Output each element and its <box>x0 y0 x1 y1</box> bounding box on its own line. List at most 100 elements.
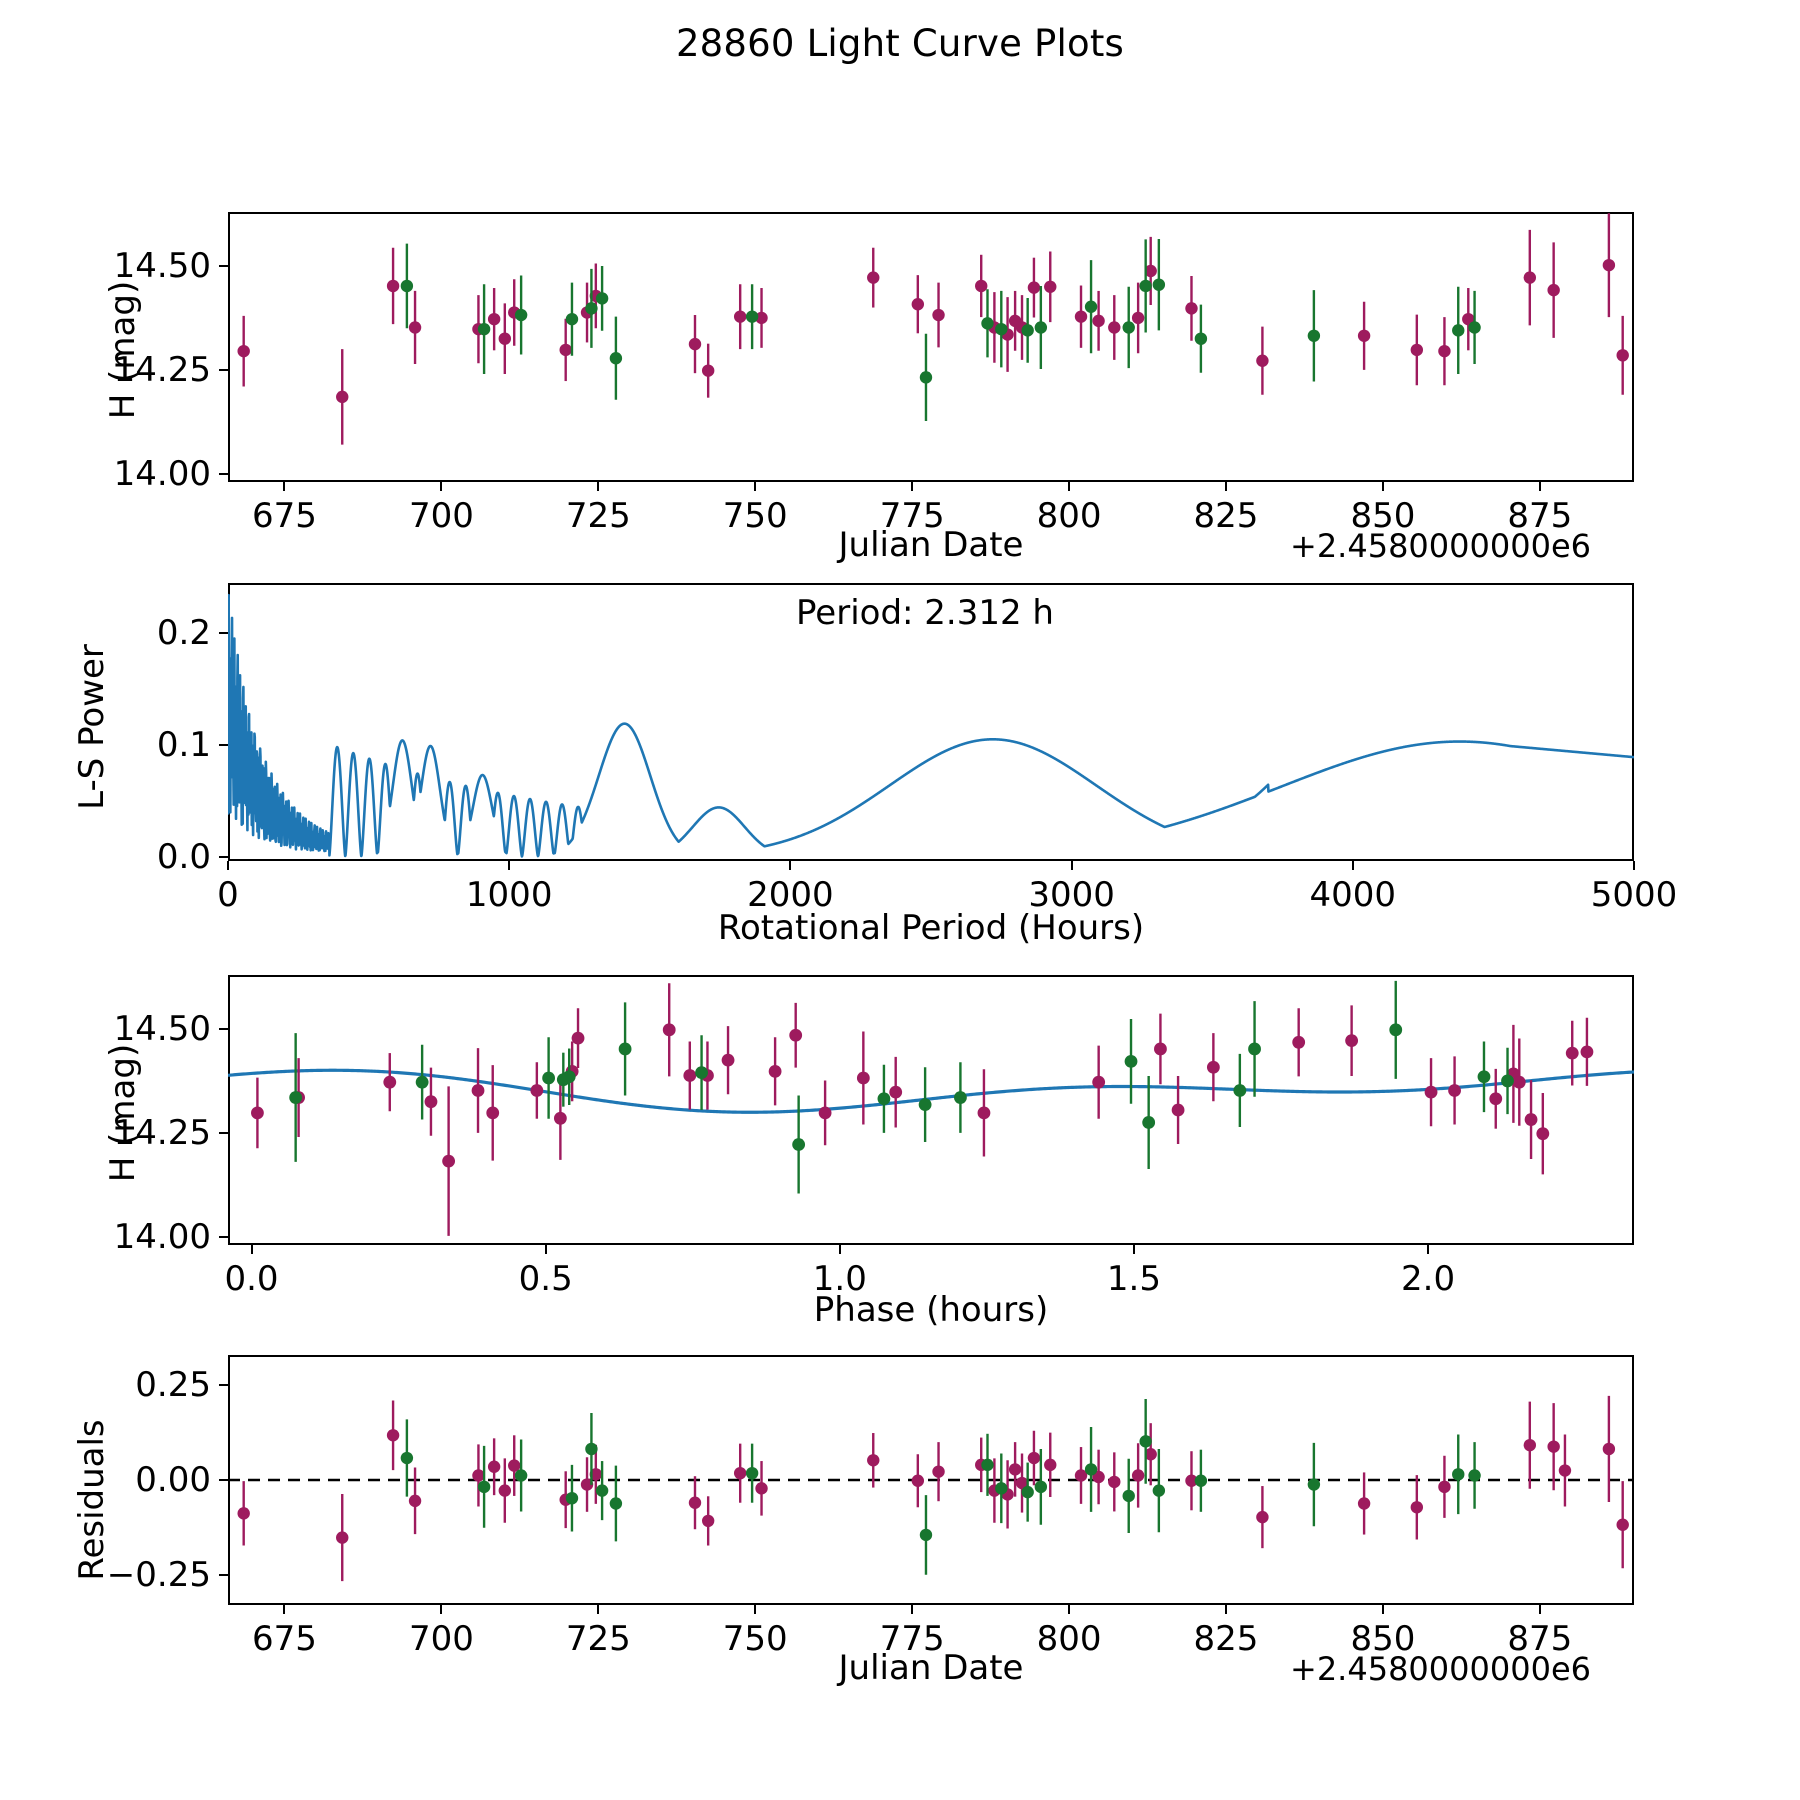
x-tick-label: 800 <box>1036 1619 1102 1659</box>
y-tick-mark <box>219 855 228 858</box>
x-tick-label: 2.0 <box>1401 1259 1456 1299</box>
y-tick-label: 0.2 <box>156 613 211 654</box>
y-tick-mark <box>219 368 228 371</box>
axis-label-y-light-curve: H (mag) <box>103 280 143 420</box>
x-tick-label: 875 <box>1507 1619 1573 1659</box>
x-tick-mark <box>1538 482 1541 491</box>
y-tick-mark <box>219 1235 228 1238</box>
x-tick-label: 725 <box>565 496 631 536</box>
axis-label-x-light-curve: Julian Date <box>838 525 1024 565</box>
periodogram-plot-area <box>228 593 1634 858</box>
y-tick-mark <box>219 743 228 746</box>
series-series_a <box>237 213 1629 445</box>
phase-model-curve <box>228 1068 1634 1114</box>
y-tick-mark <box>219 1479 228 1481</box>
y-tick-label: 14.50 <box>113 246 211 286</box>
x-tick-mark <box>508 861 511 870</box>
panel-residuals <box>228 1355 1634 1605</box>
x-tick-mark <box>597 1605 600 1614</box>
page-title: 28860 Light Curve Plots <box>675 22 1125 65</box>
series-series_a <box>237 1395 1629 1582</box>
x-tick-label: 1.0 <box>812 1259 867 1299</box>
axis-label-y-phase-folded: H (mag) <box>103 1043 143 1183</box>
residuals-plot-area <box>228 1395 1634 1582</box>
x-tick-mark <box>1225 482 1227 491</box>
y-tick-label: 0.1 <box>156 724 211 765</box>
x-tick-mark <box>754 482 757 491</box>
series-series_b <box>400 239 1481 421</box>
axis-label-x-residuals: Julian Date <box>838 1648 1024 1688</box>
period-annotation: Period: 2.312 h <box>796 593 1054 633</box>
x-tick-mark <box>911 1605 914 1614</box>
x-tick-mark <box>283 1605 286 1614</box>
x-tick-label: 0.0 <box>224 1259 279 1299</box>
x-tick-label: 5000 <box>1590 875 1678 915</box>
light-curve-plot-area <box>237 213 1629 445</box>
y-tick-mark <box>219 1384 228 1387</box>
axes-frame-phase-folded <box>228 975 1634 1245</box>
y-tick-label: 0.0 <box>156 836 211 877</box>
y-tick-label: 14.00 <box>113 1216 211 1257</box>
y-tick-label: 14.25 <box>113 349 211 390</box>
periodogram-line <box>228 593 1634 858</box>
x-tick-mark <box>440 482 443 491</box>
axis-offset-residuals: +2.4580000000e6 <box>1290 1650 1591 1688</box>
y-tick-mark <box>219 265 228 267</box>
x-tick-label: 0.5 <box>518 1259 573 1299</box>
y-tick-label: −0.25 <box>106 1554 211 1595</box>
x-tick-mark <box>1068 1605 1071 1614</box>
x-tick-mark <box>283 482 286 491</box>
axes-frame-light-curve <box>228 212 1634 482</box>
x-tick-label: 825 <box>1193 496 1259 536</box>
x-tick-mark <box>1070 861 1073 870</box>
y-tick-mark <box>219 1131 228 1134</box>
x-tick-mark <box>1225 1605 1227 1614</box>
x-tick-label: 700 <box>408 496 474 536</box>
x-tick-label: 700 <box>408 1619 474 1659</box>
x-tick-label: 4000 <box>1309 875 1397 915</box>
panel-light-curve <box>228 212 1634 482</box>
axis-label-y-periodogram: L-S Power <box>72 644 112 810</box>
x-tick-label: 875 <box>1507 496 1573 536</box>
panel-periodogram <box>228 583 1634 861</box>
panel-phase-folded <box>228 975 1634 1245</box>
x-tick-label: 850 <box>1350 496 1416 536</box>
x-tick-label: 750 <box>722 1619 788 1659</box>
x-tick-label: 675 <box>252 1619 317 1659</box>
y-tick-label: 14.25 <box>113 1112 211 1153</box>
x-tick-mark <box>227 861 229 870</box>
x-tick-label: 1000 <box>465 875 553 915</box>
x-tick-mark <box>1068 482 1071 491</box>
x-tick-mark <box>1381 482 1384 491</box>
y-tick-mark <box>219 1028 228 1030</box>
y-tick-label: 14.50 <box>113 1009 211 1049</box>
x-tick-label: 775 <box>879 1619 945 1659</box>
x-tick-label: 775 <box>879 496 945 536</box>
x-tick-mark <box>789 861 792 870</box>
x-tick-mark <box>544 1245 547 1254</box>
y-tick-mark <box>219 472 228 475</box>
y-tick-mark <box>219 632 228 635</box>
x-tick-mark <box>250 1245 253 1254</box>
x-tick-mark <box>597 482 600 491</box>
x-tick-label: 1.5 <box>1106 1259 1161 1299</box>
x-tick-mark <box>1427 1245 1430 1254</box>
x-tick-label: 800 <box>1036 496 1102 536</box>
x-tick-mark <box>440 1605 443 1614</box>
x-tick-label: 2000 <box>747 875 834 915</box>
x-tick-mark <box>1351 861 1354 870</box>
x-tick-mark <box>1381 1605 1384 1614</box>
y-tick-label: 0.25 <box>135 1365 211 1406</box>
y-tick-label: 14.00 <box>113 453 211 494</box>
axis-offset-light-curve: +2.4580000000e6 <box>1290 527 1591 565</box>
x-tick-label: 3000 <box>1028 875 1115 915</box>
y-tick-mark <box>219 1573 228 1576</box>
series-series_b <box>400 1398 1481 1575</box>
x-tick-mark <box>754 1605 757 1614</box>
axis-label-x-phase-folded: Phase (hours) <box>813 1290 1049 1330</box>
x-tick-mark <box>911 482 914 491</box>
x-tick-mark <box>1132 1245 1135 1254</box>
x-tick-label: 750 <box>722 496 788 536</box>
axis-label-x-periodogram: Rotational Period (Hours) <box>717 908 1145 948</box>
